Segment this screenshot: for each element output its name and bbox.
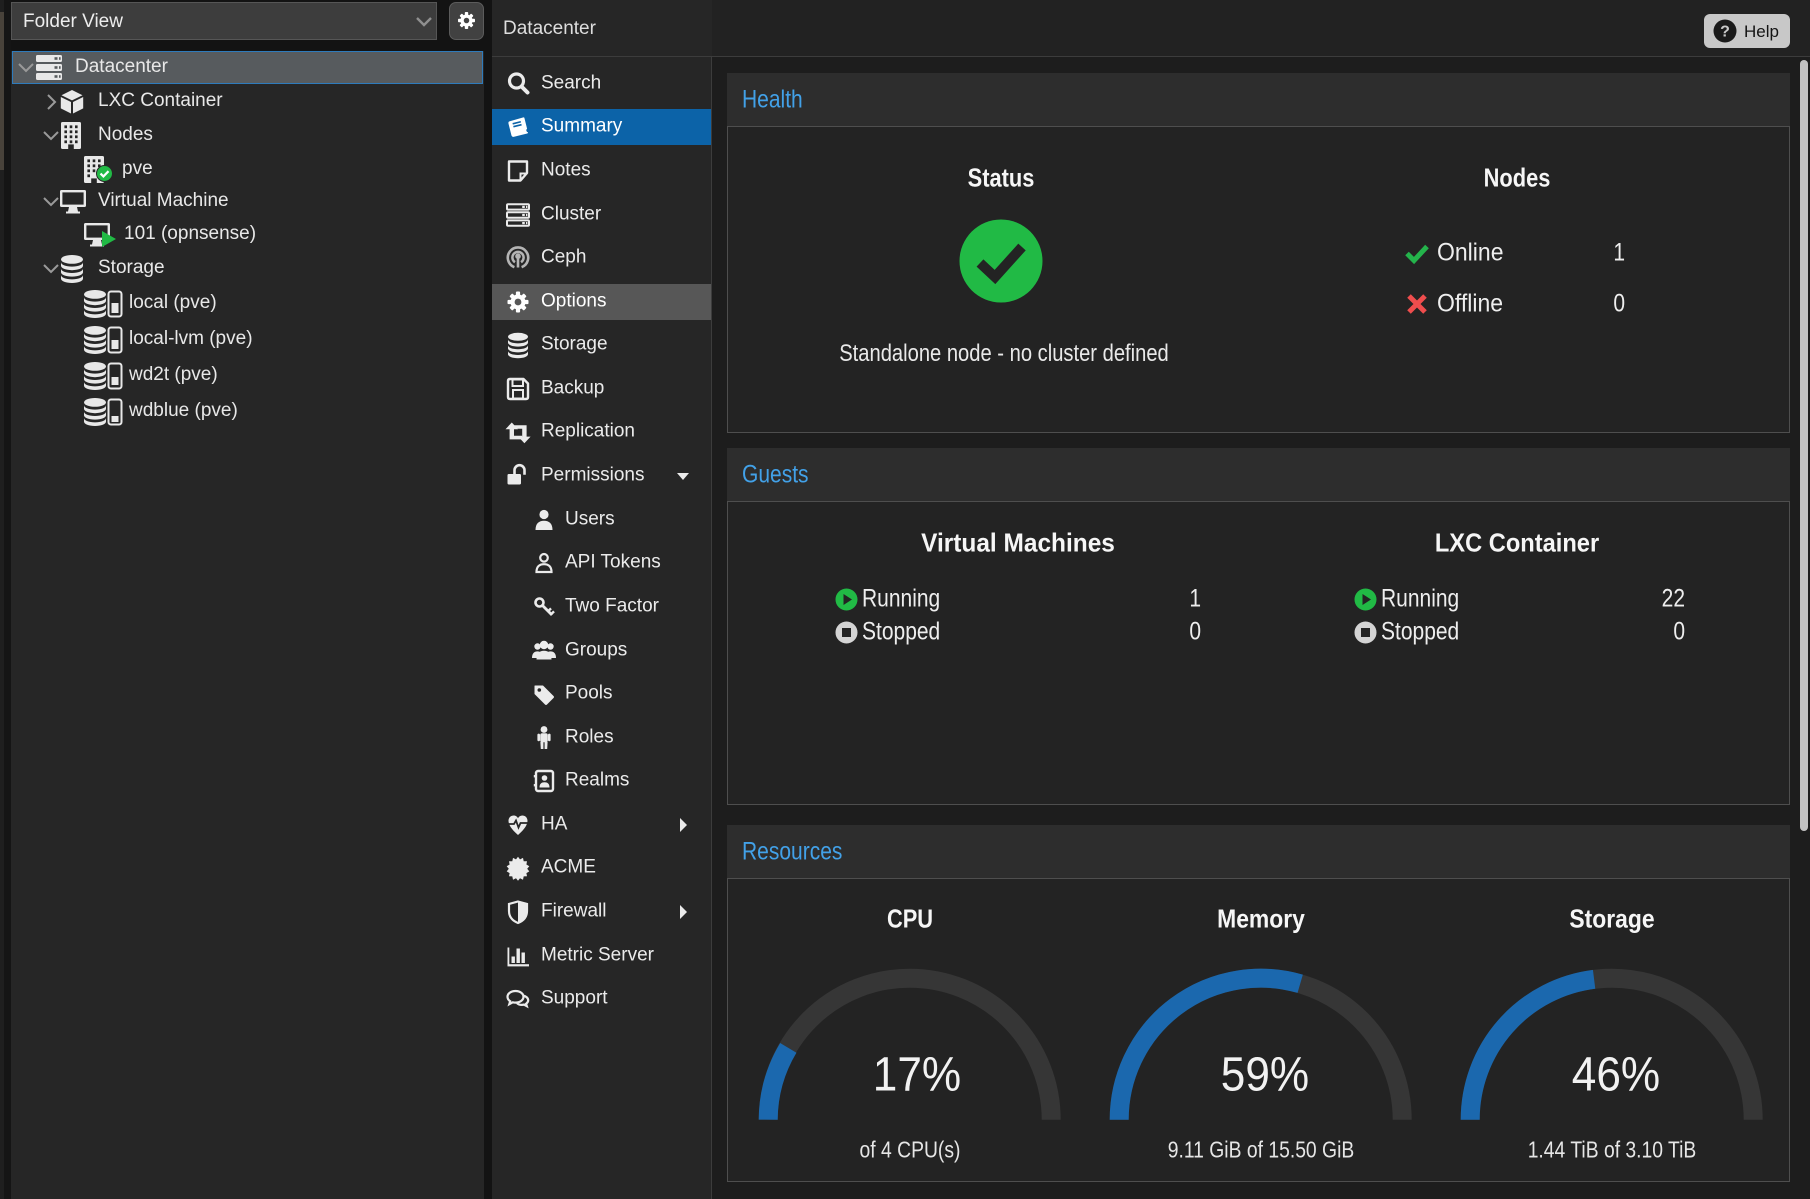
svg-text:?: ?	[1720, 24, 1730, 41]
